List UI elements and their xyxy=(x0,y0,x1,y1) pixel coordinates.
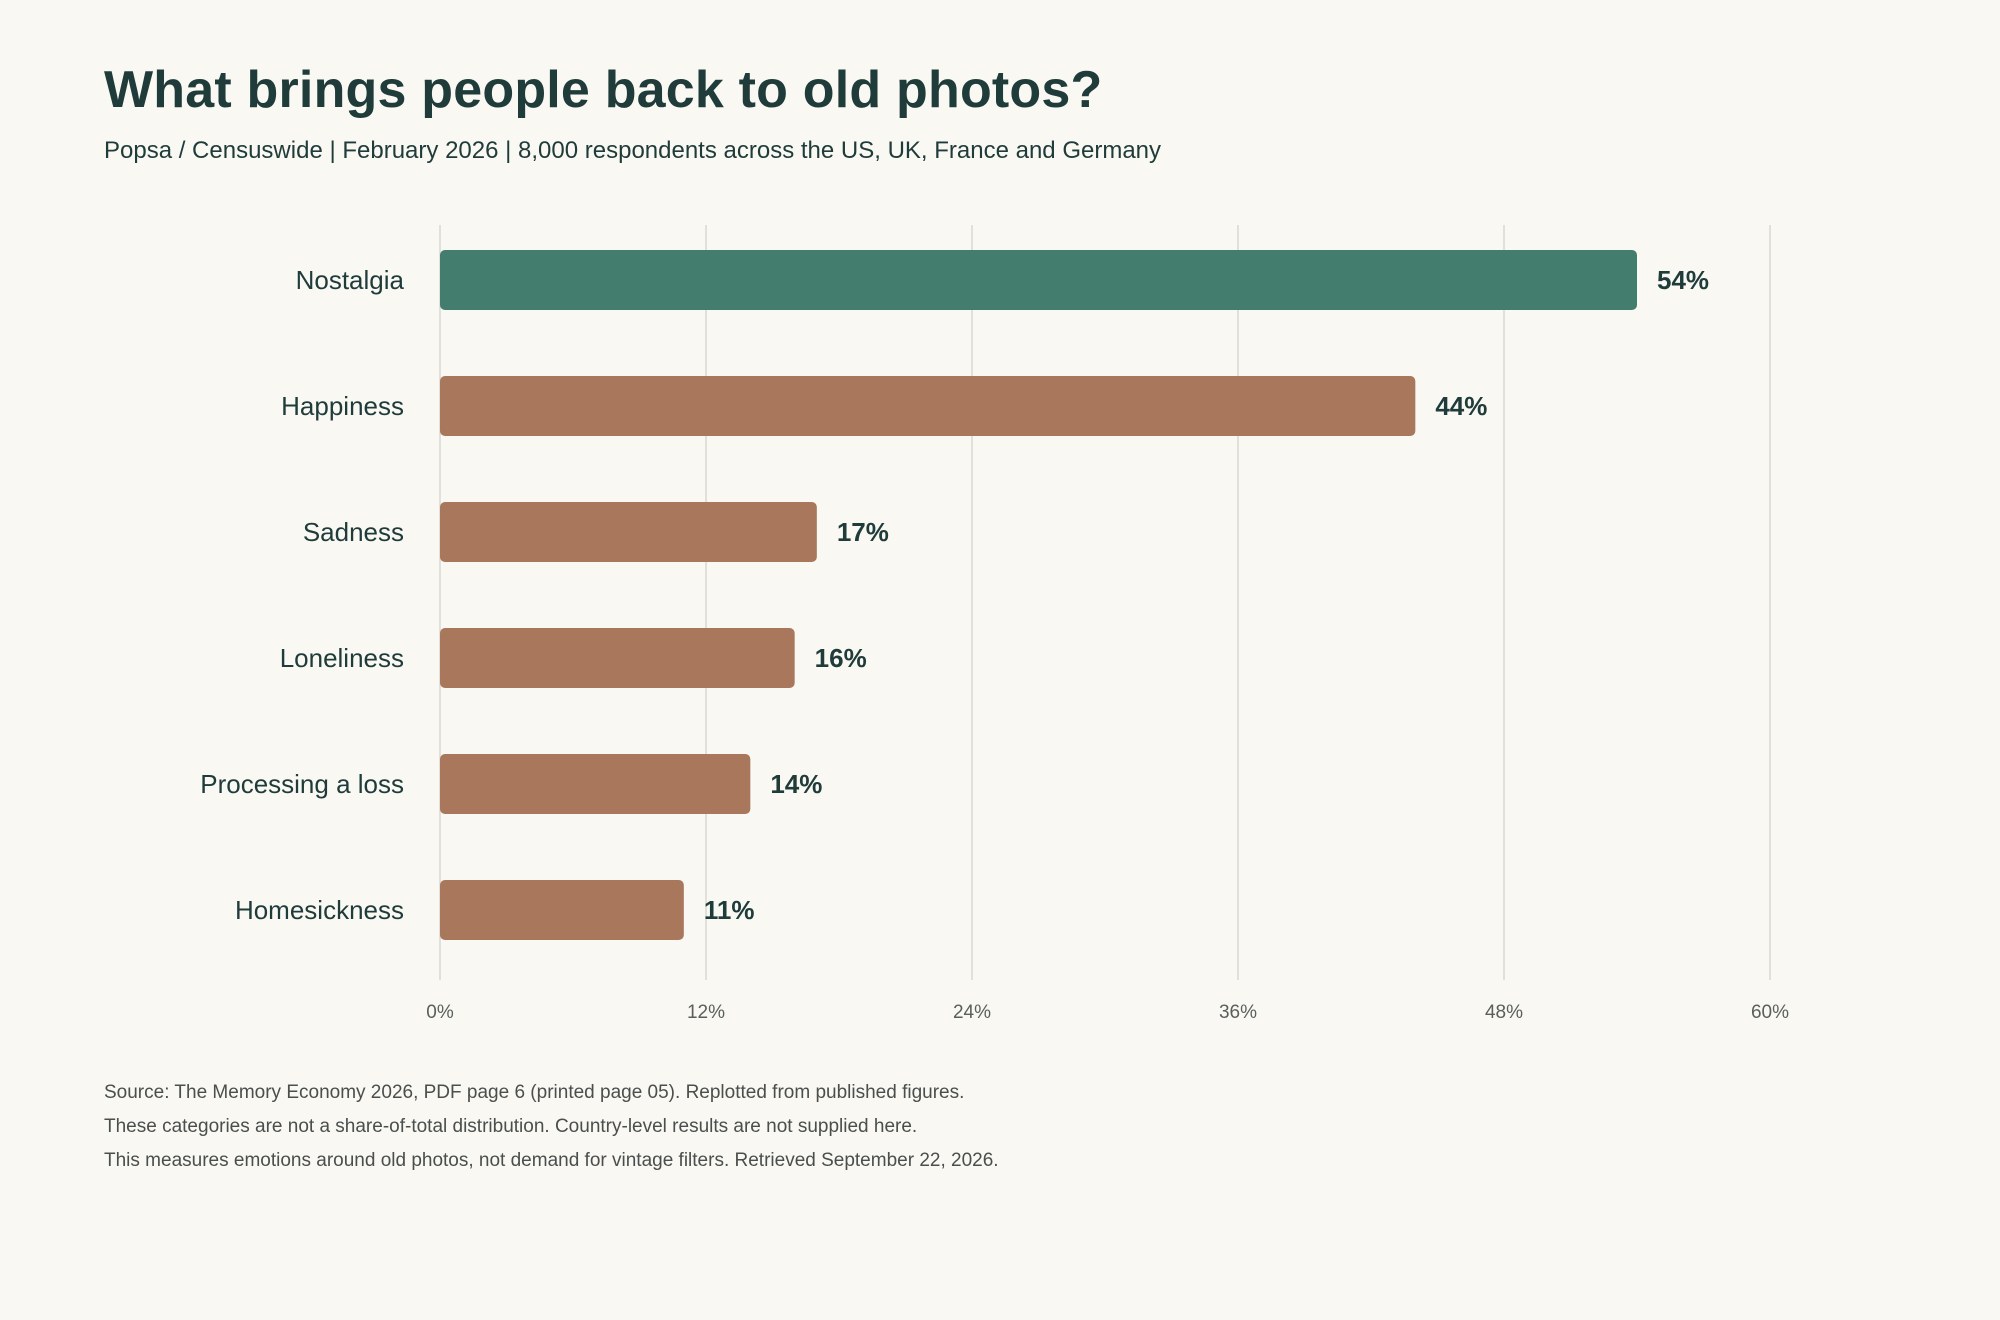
chart-title: What brings people back to old photos? xyxy=(104,61,1103,119)
value-labels: 54% 44% 17% 16% 14% 11% xyxy=(704,265,1709,925)
gridlines xyxy=(439,225,1771,980)
data-label: 14% xyxy=(770,769,822,799)
chart-header: What brings people back to old photos? P… xyxy=(104,56,1161,166)
x-tick-label: 24% xyxy=(953,1002,991,1023)
data-label: 17% xyxy=(837,517,889,547)
chart-footer: Source: The Memory Economy 2026, PDF pag… xyxy=(104,1076,999,1178)
category-labels: Nostalgia Happiness Sadness Loneliness Proce… xyxy=(200,265,404,925)
category-label: Processing a loss xyxy=(200,769,404,799)
x-tick-label: 0% xyxy=(426,1002,454,1023)
data-label: 44% xyxy=(1435,391,1487,421)
bar-homesickness xyxy=(440,880,684,940)
bar-sadness xyxy=(440,502,817,562)
data-label: 54% xyxy=(1657,265,1709,295)
category-label: Homesickness xyxy=(235,895,404,925)
bar-processing-a-loss xyxy=(440,754,751,814)
x-tick-label: 48% xyxy=(1485,1002,1523,1023)
category-label: Nostalgia xyxy=(296,265,405,295)
bar-happiness xyxy=(440,376,1416,436)
bar-nostalgia xyxy=(440,250,1637,310)
category-label: Sadness xyxy=(303,517,404,547)
x-tick-label: 36% xyxy=(1219,1002,1257,1023)
bar-chart: Nostalgia Happiness Sadness Loneliness Proce… xyxy=(200,225,1789,1023)
chart-subtitle: Popsa / Censuswide | February 2026 | 8,0… xyxy=(104,137,1162,164)
measurement-note: This measures emotions around old photos… xyxy=(104,1150,999,1171)
data-label: 16% xyxy=(815,643,867,673)
category-label: Happiness xyxy=(281,391,404,421)
x-tick-label: 12% xyxy=(687,1002,725,1023)
bars xyxy=(440,250,1637,940)
source-note: Source: The Memory Economy 2026, PDF pag… xyxy=(104,1082,965,1103)
bar-loneliness xyxy=(440,628,795,688)
x-tick-label: 60% xyxy=(1751,1002,1789,1023)
distribution-note: These categories are not a share-of-tota… xyxy=(104,1116,918,1137)
data-label: 11% xyxy=(704,895,755,925)
x-axis-ticks: 0% 12% 24% 36% 48% 60% xyxy=(426,1002,1789,1023)
category-label: Loneliness xyxy=(280,643,404,673)
